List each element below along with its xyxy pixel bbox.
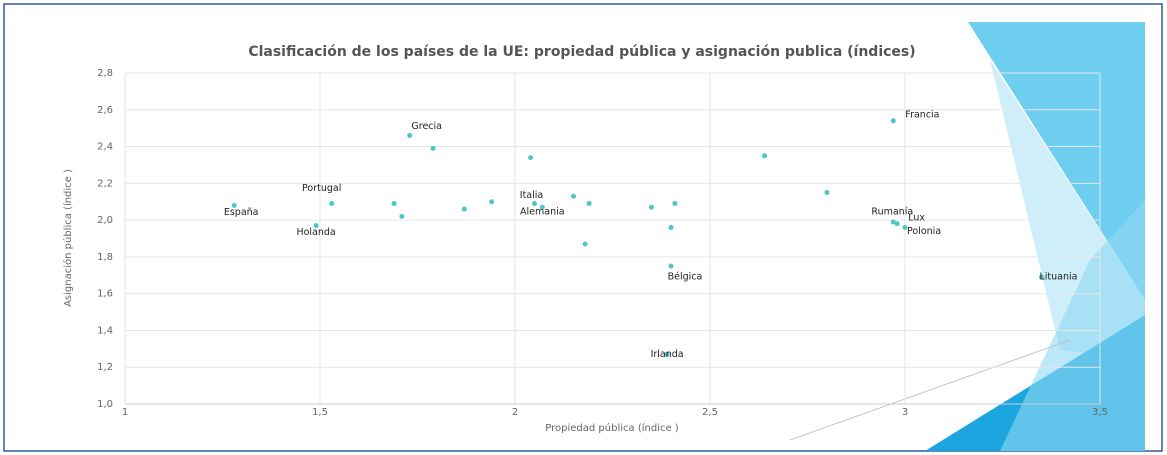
point — [668, 263, 674, 269]
y-tick-label: 1,2 — [97, 362, 113, 373]
point — [668, 224, 674, 230]
y-tick-label: 1,6 — [97, 289, 113, 300]
point-label: Lituania — [1040, 272, 1078, 283]
point — [824, 190, 830, 196]
point — [582, 241, 588, 247]
point — [672, 201, 678, 207]
decoration — [789, 339, 1071, 441]
point — [528, 155, 534, 161]
point — [231, 202, 237, 208]
point — [894, 221, 900, 227]
point — [890, 118, 896, 124]
y-tick-label: 2,2 — [97, 178, 113, 189]
x-tick-label: 3 — [902, 407, 908, 418]
y-tick-label: 1,8 — [97, 252, 113, 263]
point — [890, 219, 896, 225]
plot: 1,0 1,2 1,4 1,6 1,8 2,0 2,2 2,4 2,6 2,8 1 1,5 2 2,5 3 3… — [97, 68, 1108, 418]
point — [329, 201, 335, 207]
point — [489, 199, 495, 205]
point-label: España — [224, 207, 259, 218]
x-tick-label: 3,5 — [1092, 407, 1108, 418]
point — [407, 133, 413, 139]
y-tick-label: 1,4 — [97, 325, 113, 336]
point — [430, 145, 436, 151]
chart-title: Clasificación de los países de la UE: pr… — [248, 44, 915, 60]
point — [313, 223, 319, 229]
point — [391, 201, 397, 207]
point-label: Polonia — [907, 226, 941, 237]
point — [1039, 274, 1044, 280]
point-label: Portugal — [302, 183, 341, 194]
y-tick-label: 2,0 — [97, 215, 113, 226]
x-tick-label: 1,5 — [312, 407, 328, 418]
decoration — [1000, 200, 1145, 451]
point-label: Bélgica — [668, 272, 703, 283]
slide-frame — [3, 3, 1163, 452]
point — [664, 351, 670, 357]
point-label: Alemania — [520, 207, 565, 218]
y-tick-label: 2,6 — [97, 105, 113, 116]
decoration — [968, 22, 1145, 300]
x-tick-label: 1 — [122, 407, 128, 418]
point — [902, 224, 908, 230]
y-tick-label: 1,0 — [97, 399, 113, 410]
point — [539, 204, 545, 210]
point-label: Francia — [905, 109, 939, 120]
point — [586, 201, 592, 207]
point — [762, 153, 768, 159]
y-axis-label: Asignación pública (índice ) — [62, 169, 74, 307]
point-label: Rumanía — [871, 206, 913, 217]
point-label: Holanda — [296, 227, 335, 238]
x-axis-label: Propiedad pública (índice ) — [545, 422, 679, 434]
point-label: Irlanda — [651, 349, 684, 360]
point — [532, 201, 537, 207]
point — [649, 204, 654, 210]
y-tick-label: 2,4 — [97, 142, 113, 153]
x-tick-label: 2 — [512, 407, 518, 418]
x-tick-label: 2,5 — [702, 407, 718, 418]
point — [399, 213, 405, 219]
point — [461, 206, 467, 212]
point-label: Italia — [520, 190, 543, 201]
y-tick-label: 2,8 — [97, 68, 113, 79]
point-label: Grecia — [411, 121, 442, 132]
point-label: Lux — [908, 212, 925, 223]
point — [571, 193, 576, 199]
